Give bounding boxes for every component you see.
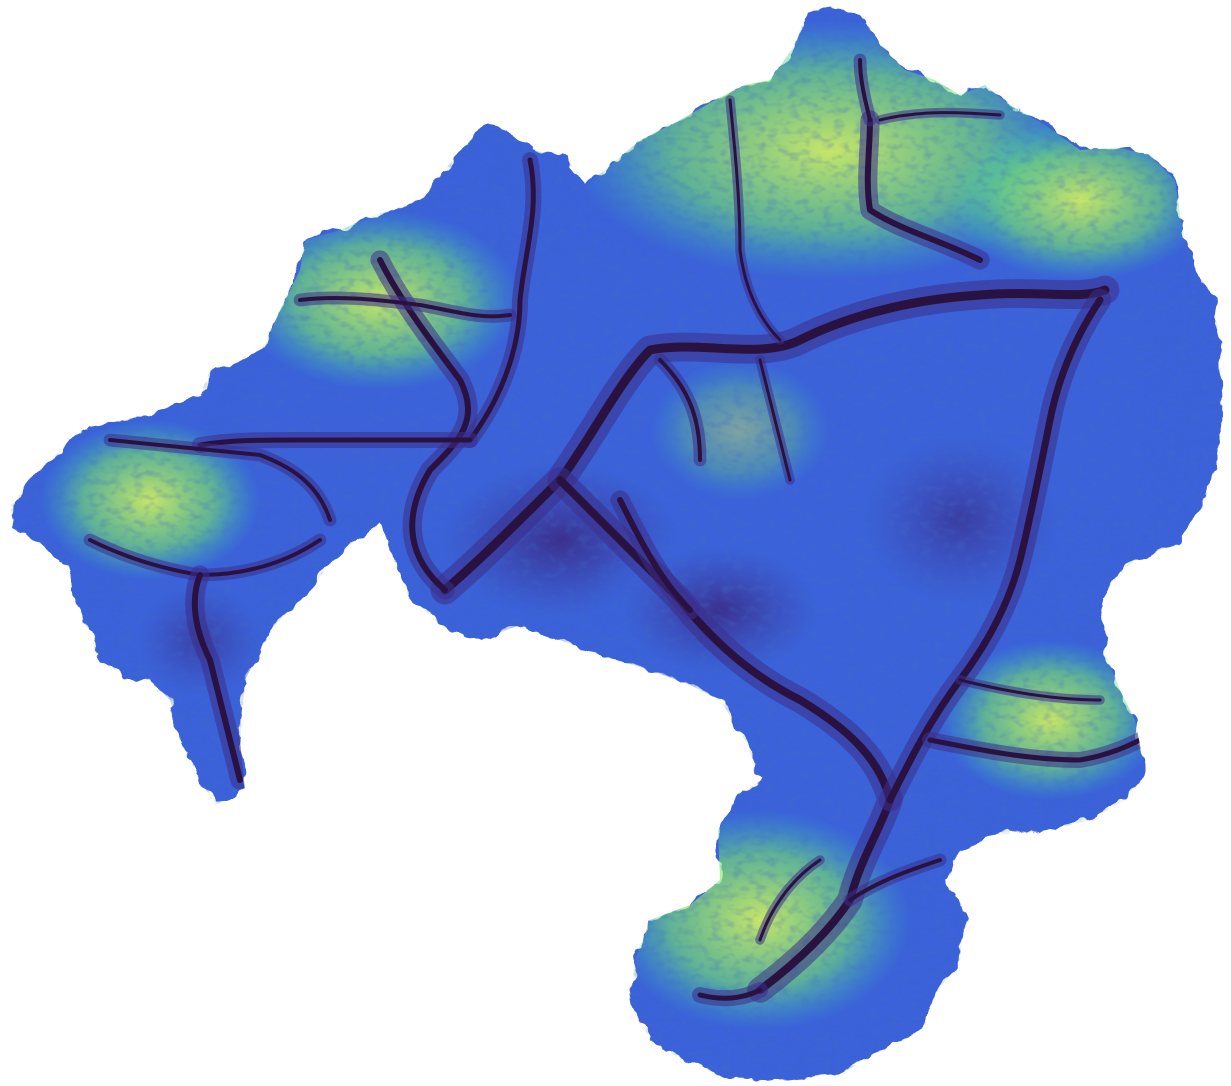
river-network — [83, 53, 1148, 1007]
river-channel — [658, 358, 702, 462]
river-channel — [197, 437, 473, 448]
river-channel — [191, 572, 243, 783]
river-channel — [298, 295, 512, 319]
river-channel — [440, 285, 1110, 595]
river-channel — [848, 858, 942, 902]
river-channel — [758, 858, 822, 942]
river-channel — [858, 58, 872, 122]
river-channel — [617, 497, 693, 613]
river-channel — [697, 987, 763, 1001]
river-channel — [958, 678, 1102, 702]
river-channel — [467, 157, 536, 443]
river-channel — [886, 296, 1104, 804]
river-channel — [878, 111, 1002, 122]
river-channel — [864, 117, 983, 263]
river-channel — [728, 98, 782, 342]
river-channel — [758, 358, 792, 482]
river-channel — [377, 257, 472, 593]
river-channel — [108, 438, 332, 522]
river-channel — [927, 737, 1143, 763]
